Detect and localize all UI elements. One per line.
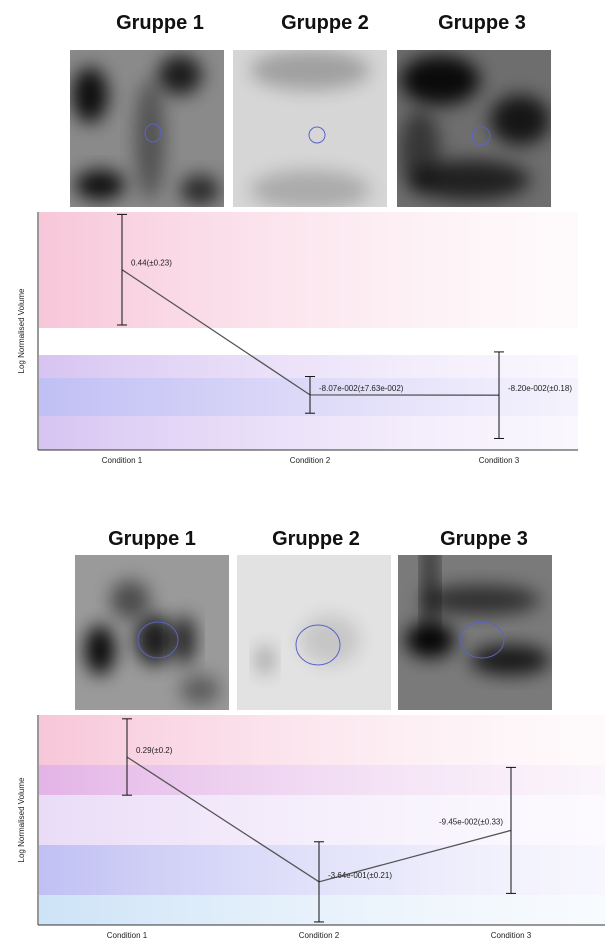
data-label: 0.29(±0.2) bbox=[136, 746, 173, 755]
gel-image bbox=[398, 555, 552, 710]
gel-spot bbox=[410, 160, 530, 200]
spot-outline bbox=[144, 123, 162, 143]
spot-outline bbox=[459, 621, 505, 659]
gel-content bbox=[398, 555, 552, 710]
gel-spot bbox=[175, 615, 195, 665]
gel-spot bbox=[250, 50, 370, 90]
group-label: Gruppe 1 bbox=[108, 528, 196, 550]
band bbox=[39, 795, 605, 845]
gel-spot bbox=[135, 615, 175, 665]
gel-spot bbox=[180, 675, 220, 705]
band bbox=[39, 765, 605, 795]
x-tick-label: Condition 1 bbox=[102, 456, 143, 465]
gel-spot bbox=[300, 615, 360, 665]
group-label: Gruppe 3 bbox=[440, 528, 528, 550]
y-axis-label: Log Normalised Volume bbox=[17, 288, 26, 373]
gel-spot bbox=[72, 67, 108, 123]
group-label: Gruppe 1 bbox=[116, 12, 204, 34]
gel-image bbox=[397, 50, 551, 207]
gel-spot bbox=[420, 585, 540, 615]
x-tick-label: Condition 2 bbox=[299, 931, 340, 940]
band bbox=[39, 845, 605, 895]
band bbox=[39, 715, 605, 765]
gel-content bbox=[397, 50, 551, 207]
gel-spot bbox=[257, 645, 273, 675]
data-label: -8.20e-002(±0.18) bbox=[508, 384, 572, 393]
group-label: Gruppe 3 bbox=[438, 12, 526, 34]
y-axis-label: Log Normalised Volume bbox=[17, 777, 26, 862]
gel-spot bbox=[110, 580, 150, 620]
gel-spot bbox=[75, 170, 125, 200]
gel-content bbox=[70, 50, 224, 207]
gel-spot bbox=[400, 55, 480, 105]
data-label: -3.64e-001(±0.21) bbox=[328, 871, 392, 880]
gel-content bbox=[75, 555, 229, 710]
gel-spot bbox=[250, 170, 370, 207]
band bbox=[39, 378, 578, 416]
data-label: -9.45e-002(±0.33) bbox=[439, 817, 503, 826]
gel-spot bbox=[400, 110, 440, 190]
gel-image bbox=[70, 50, 224, 207]
spot-outline bbox=[137, 621, 179, 659]
spot-outline bbox=[308, 126, 326, 144]
x-tick-label: Condition 2 bbox=[290, 456, 331, 465]
gel-spot bbox=[158, 55, 202, 95]
group-label: Gruppe 2 bbox=[281, 12, 369, 34]
data-label: -8.07e-002(±7.63e-002) bbox=[319, 384, 404, 393]
x-tick-label: Condition 3 bbox=[491, 931, 532, 940]
group-label: Gruppe 2 bbox=[272, 528, 360, 550]
gel-image bbox=[75, 555, 229, 710]
gel-content bbox=[233, 50, 387, 207]
gel-spot bbox=[85, 625, 115, 675]
gel-image bbox=[237, 555, 391, 710]
spot-outline bbox=[295, 624, 341, 666]
gel-spot bbox=[424, 555, 436, 640]
gel-spot bbox=[490, 95, 550, 145]
gel-spot bbox=[135, 80, 165, 200]
band bbox=[39, 212, 578, 328]
data-label: 0.44(±0.23) bbox=[131, 259, 172, 268]
gel-content bbox=[237, 555, 391, 710]
x-tick-label: Condition 1 bbox=[107, 931, 148, 940]
gel-spot bbox=[180, 175, 220, 205]
spot-outline bbox=[471, 126, 491, 146]
gel-spot bbox=[470, 645, 550, 675]
band bbox=[39, 895, 605, 925]
gel-image bbox=[233, 50, 387, 207]
x-tick-label: Condition 3 bbox=[479, 456, 520, 465]
